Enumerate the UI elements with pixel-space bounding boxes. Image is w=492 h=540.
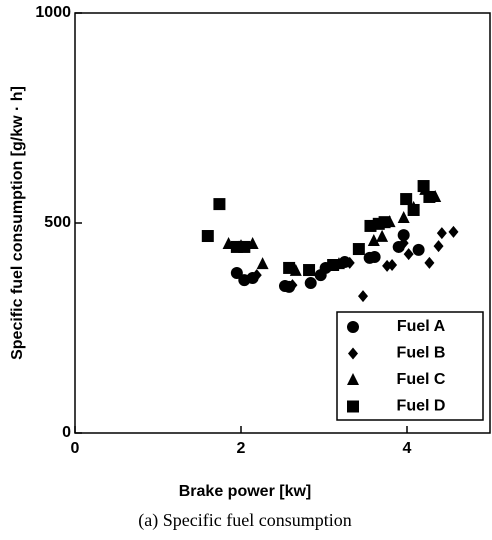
point <box>448 225 459 238</box>
legend-marker <box>347 400 359 413</box>
point <box>230 266 243 279</box>
point <box>417 180 430 193</box>
point <box>344 256 355 269</box>
point <box>283 261 296 274</box>
legend-label: Fuel B <box>397 345 446 362</box>
x-axis-label: Brake power [kw] <box>179 483 311 500</box>
point <box>397 229 410 242</box>
point <box>304 277 317 290</box>
point <box>378 216 391 229</box>
point <box>397 210 410 223</box>
point <box>398 237 409 250</box>
y-axis-label: Specific fuel consumption [g/kw · h] <box>9 86 26 360</box>
y-tick-label: 1000 <box>35 4 71 21</box>
y-tick-label: 500 <box>44 214 71 231</box>
point <box>352 243 365 256</box>
point <box>367 234 380 247</box>
legend-label: Fuel D <box>397 398 446 415</box>
caption: (a) Specific fuel consumption <box>138 510 351 531</box>
point <box>303 264 316 277</box>
point <box>256 257 269 270</box>
legend-marker <box>347 321 359 333</box>
point <box>412 243 425 256</box>
legend-marker <box>347 373 359 385</box>
point <box>433 240 444 253</box>
x-tick-label: 2 <box>237 440 246 457</box>
legend-label: Fuel C <box>397 371 446 388</box>
point <box>424 256 435 269</box>
legend-box <box>336 311 484 421</box>
point <box>400 193 413 206</box>
x-tick-label: 4 <box>403 440 412 457</box>
point <box>358 290 369 303</box>
point <box>407 203 420 216</box>
x-tick-label: 0 <box>71 440 80 457</box>
point <box>376 229 389 242</box>
point <box>213 198 226 211</box>
point <box>327 259 340 271</box>
point <box>436 227 447 240</box>
point <box>403 248 414 261</box>
point <box>423 190 436 203</box>
point <box>287 279 298 292</box>
legend-marker <box>348 347 358 360</box>
point <box>387 259 398 271</box>
y-tick-label: 0 <box>62 424 71 441</box>
point <box>368 251 381 264</box>
point <box>201 230 214 243</box>
point <box>238 240 251 253</box>
legend-label: Fuel A <box>397 318 446 335</box>
point <box>251 269 262 282</box>
